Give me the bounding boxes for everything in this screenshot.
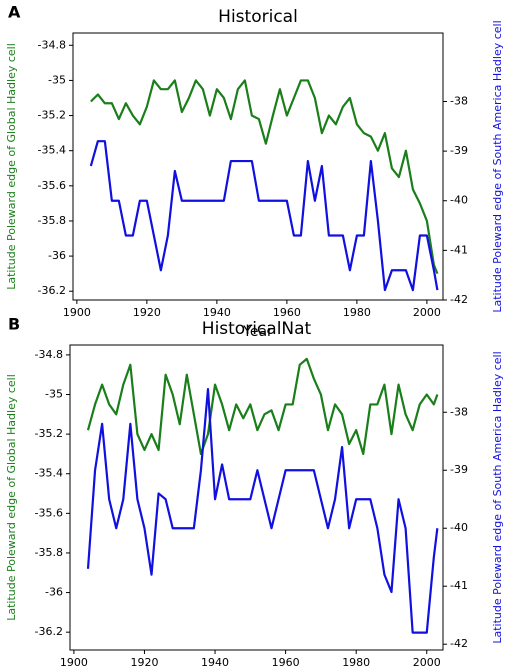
x-tick-label: 1940 bbox=[201, 656, 229, 668]
y2-axis-label: Latitude Poleward edge of South America … bbox=[491, 351, 504, 643]
y-axis-label: Latitude Poleward edge of Global Hadley … bbox=[5, 43, 18, 290]
x-axis-label: Year bbox=[242, 324, 273, 340]
plot-frame bbox=[69, 344, 444, 651]
y2-tick-label: -41 bbox=[450, 243, 468, 256]
x-tick-label: 1920 bbox=[133, 306, 161, 319]
y-tick-label: -35.2 bbox=[35, 427, 63, 440]
y2-tick-label: -39 bbox=[450, 463, 468, 476]
x-tick-label: 1980 bbox=[342, 656, 370, 668]
y2-tick-label: -42 bbox=[450, 637, 468, 650]
plot-frame bbox=[72, 32, 444, 301]
chart-title: HistoricalNat bbox=[202, 319, 312, 339]
y-tick-label: -35.4 bbox=[35, 467, 63, 480]
y2-axis-label: Latitude Poleward edge of South America … bbox=[491, 20, 504, 312]
y-tick-label: -35.8 bbox=[35, 546, 63, 559]
y-tick-label: -35.4 bbox=[38, 144, 66, 157]
y-axis-label: Latitude Poleward edge of Global Hadley … bbox=[5, 374, 18, 621]
series-line bbox=[90, 79, 439, 275]
y-tick-label: -35.6 bbox=[35, 506, 63, 519]
y2-tick-label: -40 bbox=[450, 194, 468, 207]
x-tick-label: 1900 bbox=[63, 306, 91, 319]
y-tick-label: -36.2 bbox=[38, 284, 66, 297]
x-tick-label: 1920 bbox=[130, 656, 158, 668]
panel-label: B bbox=[8, 315, 20, 334]
x-tick-label: 1960 bbox=[272, 656, 300, 668]
y-tick-label: -36 bbox=[45, 586, 63, 599]
x-tick-label: 1940 bbox=[203, 306, 231, 319]
y2-tick-label: -40 bbox=[450, 521, 468, 534]
x-tick-label: 2000 bbox=[413, 306, 441, 319]
y-tick-label: -35 bbox=[48, 73, 66, 86]
y2-tick-label: -38 bbox=[450, 405, 468, 418]
chart-title: Historical bbox=[218, 7, 298, 27]
series-line bbox=[86, 357, 439, 456]
y-tick-label: -36.2 bbox=[35, 625, 63, 638]
y2-tick-label: -41 bbox=[450, 579, 468, 592]
y-tick-label: -34.8 bbox=[35, 348, 63, 361]
series-line bbox=[86, 387, 439, 634]
y-tick-label: -35 bbox=[45, 388, 63, 401]
y-tick-label: -34.8 bbox=[38, 38, 66, 51]
y2-tick-label: -39 bbox=[450, 144, 468, 157]
y-tick-label: -36 bbox=[48, 249, 66, 262]
x-tick-label: 1900 bbox=[60, 656, 88, 668]
x-tick-label: 1980 bbox=[343, 306, 371, 319]
x-tick-label: 2000 bbox=[413, 656, 441, 668]
y-tick-label: -35.8 bbox=[38, 214, 66, 227]
y2-tick-label: -42 bbox=[450, 293, 468, 306]
x-tick-label: 1960 bbox=[273, 306, 301, 319]
y-tick-label: -35.2 bbox=[38, 109, 66, 122]
series-line bbox=[89, 140, 439, 292]
y2-tick-label: -38 bbox=[450, 94, 468, 107]
y-tick-label: -35.6 bbox=[38, 179, 66, 192]
panel-label: A bbox=[8, 3, 21, 22]
